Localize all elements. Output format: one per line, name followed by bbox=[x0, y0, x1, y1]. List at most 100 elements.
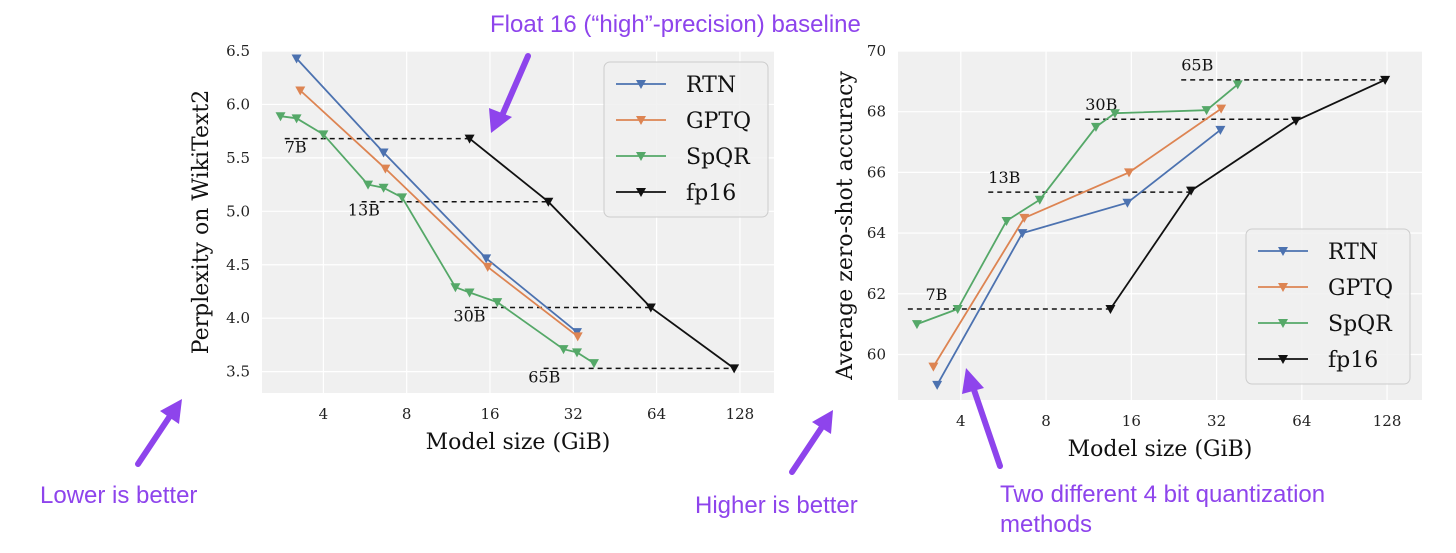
rtn-point bbox=[1122, 198, 1133, 208]
series-spqr bbox=[911, 80, 1243, 330]
fp16-point bbox=[543, 197, 554, 207]
spqr-point bbox=[558, 345, 569, 355]
y-tick-label: 70 bbox=[867, 42, 886, 60]
gptq-point bbox=[928, 362, 939, 372]
legend-label-spqr: SpQR bbox=[686, 145, 751, 170]
x-tick-label: 64 bbox=[647, 405, 666, 423]
legend-box bbox=[603, 61, 769, 218]
x-tick-label: 32 bbox=[1207, 412, 1226, 430]
fp16-point bbox=[464, 134, 475, 144]
gptq-line bbox=[299, 89, 579, 338]
gptq-line bbox=[932, 107, 1222, 368]
gptq-point bbox=[380, 164, 391, 174]
y-tick-label: 66 bbox=[867, 163, 886, 181]
legend-label-gptq: GPTQ bbox=[1328, 276, 1393, 301]
spqr-point bbox=[1001, 216, 1012, 226]
spqr-point bbox=[464, 288, 475, 298]
arrow-two-methods bbox=[962, 368, 1003, 469]
rtn-point bbox=[481, 254, 492, 264]
y-axis-label: Perplexity on WikiText2 bbox=[189, 90, 214, 354]
spqr-point bbox=[291, 114, 302, 124]
lower-better-annotation: Lower is better bbox=[40, 482, 197, 509]
rtn-point bbox=[378, 148, 389, 158]
legend-label-rtn: RTN bbox=[686, 73, 736, 98]
gptq-point bbox=[572, 332, 583, 342]
y-tick-label: 68 bbox=[867, 103, 886, 121]
model-size-label: 13B bbox=[348, 201, 380, 220]
rtn-point bbox=[932, 380, 943, 390]
spqr-point bbox=[952, 304, 963, 314]
x-tick-label: 32 bbox=[564, 405, 583, 423]
x-tick-label: 8 bbox=[1041, 412, 1051, 430]
rtn-point bbox=[1215, 125, 1226, 135]
series-gptq bbox=[295, 86, 583, 342]
x-tick-label: 16 bbox=[480, 405, 499, 423]
model-size-label: 7B bbox=[925, 285, 947, 304]
fp16-point bbox=[1290, 116, 1301, 126]
spqr-point bbox=[588, 359, 599, 369]
gptq-point bbox=[482, 262, 493, 272]
spqr-point bbox=[318, 130, 329, 140]
legend-marker bbox=[636, 116, 646, 125]
x-tick-label: 4 bbox=[319, 405, 329, 423]
gptq-point bbox=[295, 86, 306, 96]
series-fp16 bbox=[1105, 75, 1391, 314]
y-tick-label: 4.0 bbox=[226, 309, 250, 327]
legend-marker bbox=[636, 152, 646, 161]
x-tick-label: 4 bbox=[956, 412, 966, 430]
spqr-point bbox=[911, 320, 922, 330]
series-fp16 bbox=[464, 134, 740, 374]
rtn-point bbox=[1017, 229, 1028, 239]
x-axis-label: Model size (GiB) bbox=[426, 430, 611, 455]
spqr-point bbox=[378, 183, 389, 193]
spqr-point bbox=[275, 112, 286, 122]
accuracy-chart: 4 8 16 32 64 128 60 62 64 66 68 70 Model size (GiB) A… bbox=[833, 42, 1422, 462]
x-tick-label: 64 bbox=[1292, 412, 1311, 430]
two-methods-annotation-line1: Two different 4 bit quantization bbox=[1000, 481, 1325, 508]
rtn-line bbox=[936, 129, 1221, 386]
fp16-point bbox=[1380, 75, 1391, 85]
spqr-point bbox=[492, 298, 503, 308]
y-tick-label: 3.5 bbox=[226, 363, 250, 381]
rtn-line bbox=[295, 57, 578, 333]
y-tick-label: 6.5 bbox=[226, 42, 250, 60]
rtn-point bbox=[291, 54, 302, 64]
model-size-label: 65B bbox=[1181, 56, 1213, 75]
fp16-point bbox=[729, 364, 740, 374]
fp16-line bbox=[469, 137, 735, 370]
y-axis-label: Average zero-shot accuracy bbox=[833, 71, 858, 381]
spqr-line bbox=[916, 83, 1239, 325]
perplexity-chart: 4 8 16 32 64 128 3.5 4.0 4.5 5.0 5.5 6.0 6.5 Model si… bbox=[189, 42, 774, 455]
legend-marker bbox=[1278, 319, 1288, 328]
higher-better-annotation: Higher is better bbox=[695, 492, 858, 519]
legend-label-fp16: fp16 bbox=[686, 181, 736, 206]
legend-marker bbox=[1278, 247, 1288, 256]
series-spqr bbox=[275, 112, 599, 369]
legend: RTN GPTQ SpQR fp16 bbox=[603, 61, 769, 218]
legend-label-spqr: SpQR bbox=[1328, 312, 1393, 337]
legend-label-rtn: RTN bbox=[1328, 240, 1378, 265]
model-size-label: 13B bbox=[988, 168, 1020, 187]
model-size-label: 30B bbox=[1085, 95, 1117, 114]
fp16-point bbox=[645, 303, 656, 313]
legend-label-fp16: fp16 bbox=[1328, 348, 1378, 373]
y-tick-label: 62 bbox=[867, 285, 886, 303]
x-tick-label: 128 bbox=[1373, 412, 1402, 430]
arrow-baseline bbox=[489, 53, 531, 133]
gptq-point bbox=[1124, 168, 1135, 178]
gptq-point bbox=[1019, 213, 1030, 223]
legend: RTN GPTQ SpQR fp16 bbox=[1245, 228, 1411, 385]
spqr-point bbox=[571, 348, 582, 358]
y-tick-label: 5.0 bbox=[226, 202, 250, 220]
y-tick-label: 60 bbox=[867, 345, 886, 363]
y-tick-label: 4.5 bbox=[226, 256, 250, 274]
series-rtn bbox=[932, 125, 1226, 390]
x-tick-label: 16 bbox=[1122, 412, 1141, 430]
two-methods-annotation-line2: methods bbox=[1000, 511, 1092, 538]
spqr-point bbox=[397, 193, 408, 203]
baseline-annotation: Float 16 (“high”-precision) baseline bbox=[490, 11, 861, 38]
x-axis-label: Model size (GiB) bbox=[1068, 437, 1253, 462]
x-tick-label: 8 bbox=[402, 405, 412, 423]
legend-box bbox=[1245, 228, 1411, 385]
fp16-point bbox=[1105, 304, 1116, 314]
